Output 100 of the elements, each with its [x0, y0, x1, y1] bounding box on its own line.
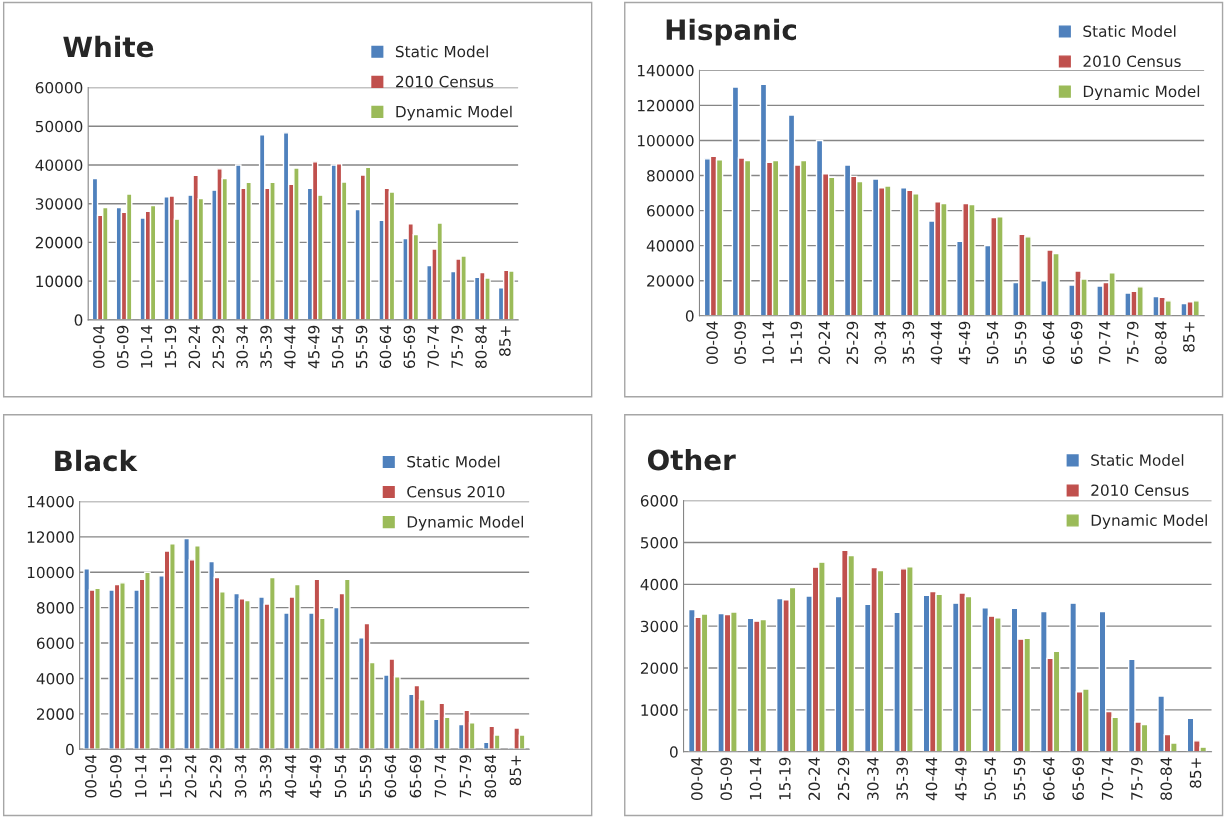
x-tick-label: 80-84 — [1154, 321, 1167, 364]
legend-label: Static Model — [1083, 25, 1176, 38]
x-tick-label: 10-14 — [749, 757, 762, 800]
x-tick-label: 05-09 — [720, 757, 732, 800]
y-tick-label: 1000 — [641, 704, 678, 716]
bar — [364, 166, 372, 320]
chart-title: Other — [647, 448, 736, 471]
x-tick-label: 55-59 — [355, 325, 368, 368]
legend-label: Static Model — [395, 45, 488, 58]
y-tick-label: 140000 — [637, 64, 694, 77]
legend-label: Dynamic Model — [1091, 514, 1207, 530]
y-tick-label: 20000 — [647, 275, 694, 287]
x-tick-label: 15-19 — [790, 321, 803, 364]
bar — [243, 599, 251, 750]
x-tick-label: 20-24 — [184, 755, 197, 798]
x-tick-label: 15-19 — [779, 757, 791, 800]
bar — [125, 193, 133, 320]
y-tick-label: 0 — [669, 746, 678, 758]
x-tick-label: 70-74 — [1098, 321, 1111, 364]
x-tick-label: 05-09 — [116, 325, 129, 369]
legend-label: Dynamic Model — [396, 105, 512, 121]
x-tick-label: 45-49 — [958, 321, 971, 365]
x-tick-label: 50-54 — [331, 325, 344, 368]
x-tick-label: 35-39 — [902, 321, 915, 364]
y-tick-label: 0 — [74, 314, 83, 326]
chart-title: Black — [55, 449, 138, 472]
y-tick-label: 50000 — [35, 120, 83, 133]
x-tick-label: 20-24 — [808, 757, 820, 800]
x-tick-label: 40-44 — [284, 325, 296, 369]
x-tick-label: 65-69 — [409, 755, 422, 798]
x-tick-label: 40-44 — [930, 321, 943, 365]
y-tick-label: 2000 — [37, 708, 74, 720]
x-tick-label: 30-34 — [236, 325, 248, 368]
x-tick-label: 15-19 — [164, 325, 177, 368]
legend-label: Static Model — [407, 455, 500, 468]
x-tick-label: 30-34 — [874, 321, 887, 364]
x-tick-label: 15-19 — [159, 755, 172, 797]
x-tick-label: 75-79 — [459, 755, 472, 798]
y-tick-label: 8000 — [36, 602, 74, 614]
x-tick-label: 75-79 — [451, 325, 463, 368]
x-tick-label: 60-64 — [1042, 321, 1055, 364]
x-tick-label: 05-09 — [734, 321, 746, 364]
x-tick-label: 85+ — [1183, 322, 1195, 352]
x-tick-label: 45-49 — [308, 325, 320, 369]
y-tick-label: 100000 — [637, 134, 694, 147]
x-tick-label: 85+ — [499, 326, 511, 356]
y-tick-label: 40000 — [35, 159, 83, 171]
y-tick-label: 0 — [685, 310, 694, 322]
bar — [268, 576, 276, 750]
x-tick-label: 20-24 — [188, 325, 201, 368]
y-tick-label: 0 — [66, 743, 74, 756]
x-tick-label: 50-54 — [986, 321, 999, 364]
bar — [183, 537, 191, 750]
x-tick-label: 80-84 — [1160, 757, 1172, 800]
legend-label: 2010 Census — [396, 75, 494, 88]
y-tick-label: 2000 — [640, 662, 678, 675]
bar — [293, 583, 301, 750]
x-tick-label: 40-44 — [284, 755, 297, 798]
y-tick-label: 80000 — [647, 169, 694, 182]
bar — [149, 204, 157, 320]
x-tick-label: 10-14 — [140, 325, 153, 368]
x-tick-label: 05-09 — [109, 755, 122, 798]
x-tick-label: 60-64 — [379, 325, 392, 369]
x-tick-label: 55-59 — [1013, 757, 1026, 800]
x-tick-label: 00-04 — [84, 755, 97, 798]
x-tick-label: 55-59 — [359, 755, 372, 798]
y-tick-label: 6000 — [36, 637, 74, 650]
x-tick-label: 65-69 — [1072, 757, 1084, 800]
x-tick-label: 70-74 — [434, 755, 447, 798]
x-tick-label: 00-04 — [93, 325, 105, 369]
y-tick-label: 6000 — [640, 495, 678, 507]
y-tick-label: 4000 — [36, 672, 74, 685]
x-tick-label: 85+ — [1189, 758, 1202, 788]
y-tick-label: 30000 — [35, 198, 83, 210]
x-tick-label: 80-84 — [484, 755, 497, 798]
chart-title: Hispanic — [666, 18, 796, 46]
x-tick-label: 80-84 — [475, 325, 487, 369]
x-tick-label: 30-34 — [234, 755, 247, 798]
x-tick-label: 25-29 — [209, 755, 222, 798]
bar — [388, 191, 396, 320]
legend-label: Dynamic Model — [1083, 85, 1200, 101]
x-tick-label: 65-69 — [1070, 321, 1083, 364]
legend-label: 2010 Census — [1083, 55, 1181, 68]
x-tick-label: 70-74 — [1101, 757, 1114, 800]
y-tick-label: 4000 — [640, 578, 678, 591]
x-tick-label: 30-34 — [867, 757, 879, 800]
x-tick-label: 35-39 — [896, 757, 908, 800]
y-tick-label: 3000 — [640, 620, 678, 633]
x-tick-label: 10-14 — [134, 755, 147, 797]
bar — [717, 612, 726, 752]
y-tick-label: 20000 — [35, 236, 83, 249]
x-tick-label: 70-74 — [427, 325, 439, 368]
x-tick-label: 10-14 — [762, 321, 775, 364]
y-tick-label: 12000 — [27, 531, 74, 543]
x-tick-label: 75-79 — [1126, 321, 1139, 364]
legend-label: Static Model — [1091, 454, 1184, 466]
y-tick-label: 10000 — [27, 566, 74, 579]
x-tick-label: 85+ — [509, 755, 522, 786]
legend-label: Dynamic Model — [407, 515, 524, 531]
x-tick-label: 65-69 — [403, 325, 416, 369]
